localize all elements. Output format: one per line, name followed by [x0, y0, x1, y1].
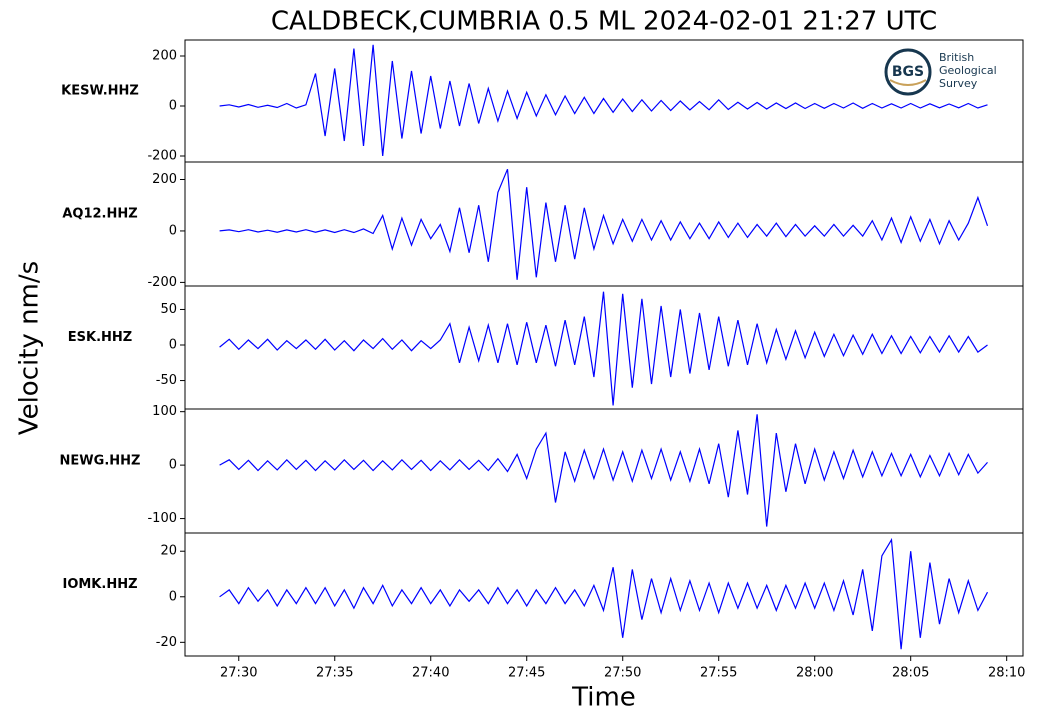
- y-tick-label: 0: [169, 99, 177, 114]
- logo-text: British: [939, 51, 974, 64]
- station-label: ESK.HHZ: [68, 330, 132, 345]
- panel-frame: [184, 161, 1024, 287]
- x-tick-label: 27:45: [508, 666, 545, 681]
- panel-frame: [184, 408, 1024, 534]
- waveform: [219, 168, 989, 280]
- logo: BGS British Geological Survey: [884, 48, 997, 96]
- y-tick-label: 50: [160, 302, 177, 317]
- y-axis-label: Velocity nm/s: [15, 261, 45, 435]
- y-tick-label: 100: [152, 404, 177, 419]
- y-tick-label: 200: [152, 172, 177, 187]
- x-tick-label: 27:40: [412, 666, 449, 681]
- x-tick-label: 28:10: [988, 666, 1025, 681]
- x-tick-label: 27:50: [604, 666, 641, 681]
- waveform: [219, 291, 988, 406]
- y-tick-label: 0: [169, 223, 177, 238]
- y-tick-label: -50: [156, 373, 177, 388]
- y-tick-label: 200: [152, 49, 177, 64]
- waveform: [219, 537, 989, 650]
- logo-text: Geological: [939, 64, 997, 77]
- station-label: NEWG.HHZ: [60, 454, 141, 469]
- station-label: KESW.HHZ: [61, 84, 139, 99]
- x-tick-label: 27:35: [316, 666, 353, 681]
- logo-wave: [889, 79, 927, 86]
- y-tick-label: -100: [147, 511, 177, 526]
- x-tick-label: 27:30: [220, 666, 257, 681]
- logo-text: Survey: [939, 77, 978, 90]
- y-tick-label: 0: [169, 589, 177, 604]
- logo-abbr: BGS: [892, 64, 924, 80]
- station-label: IOMK.HHZ: [62, 577, 137, 592]
- y-tick-label: 0: [169, 458, 177, 473]
- y-tick-label: 0: [169, 338, 177, 353]
- x-tick-label: 28:00: [796, 666, 833, 681]
- x-tick-label: 28:05: [892, 666, 929, 681]
- x-axis-label: Time: [571, 683, 636, 713]
- panel-frame: [184, 532, 1024, 657]
- x-tick-label: 27:55: [700, 666, 737, 681]
- chart-title: CALDBECK,CUMBRIA 0.5 ML 2024-02-01 21:27…: [271, 7, 937, 37]
- waveform: [219, 44, 988, 157]
- y-tick-label: -200: [147, 149, 177, 164]
- y-tick-label: -200: [147, 275, 177, 290]
- waveform: [219, 414, 988, 527]
- y-tick-label: -20: [156, 635, 177, 650]
- y-tick-label: 20: [160, 544, 177, 559]
- station-label: AQ12.HHZ: [62, 207, 137, 222]
